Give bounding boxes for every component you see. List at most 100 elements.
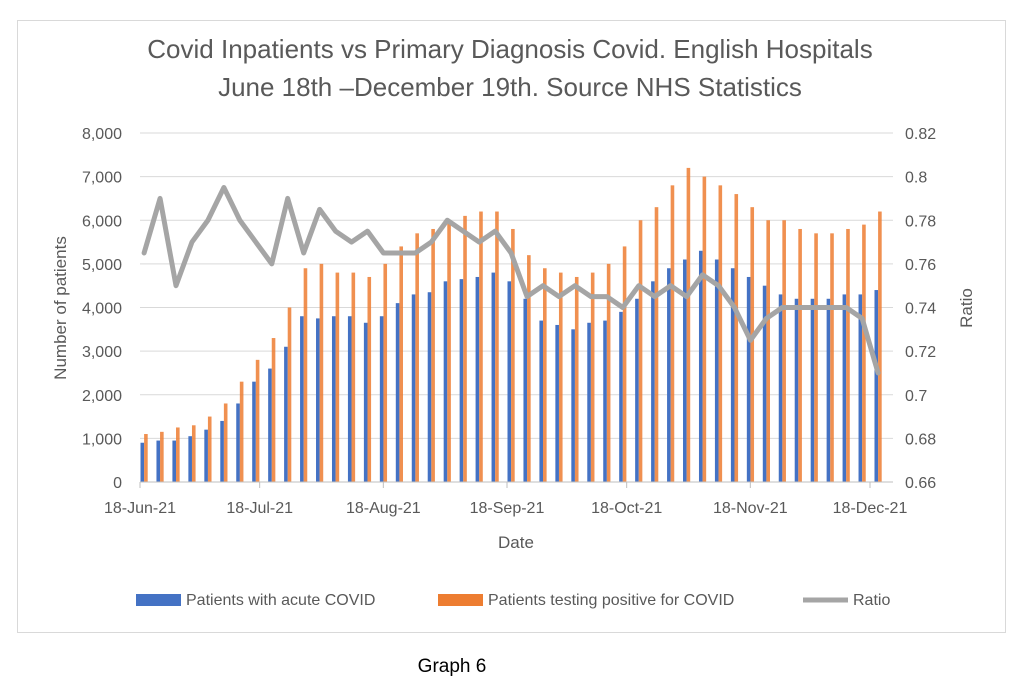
bars xyxy=(140,167,882,483)
y-tick-label: 4,000 xyxy=(82,301,122,318)
bar-acute xyxy=(714,259,719,482)
bar-acute xyxy=(252,381,256,482)
bar-acute xyxy=(475,276,480,482)
x-tick-label: 18-Nov-21 xyxy=(713,500,788,517)
legend: Patients with acute COVID Patients testi… xyxy=(136,592,890,609)
bar-positive xyxy=(558,272,563,482)
y2-tick-label: 0.7 xyxy=(905,388,927,405)
bar-acute xyxy=(778,294,783,482)
x-tick-label: 18-Sep-21 xyxy=(470,500,545,517)
bar-positive xyxy=(798,228,802,482)
bar-acute xyxy=(794,298,799,482)
legend-label-positive: Patients testing positive for COVID xyxy=(488,592,734,609)
bar-positive xyxy=(160,431,164,482)
y-tick-label: 6,000 xyxy=(82,213,122,230)
bar-positive xyxy=(782,220,786,482)
y-tick-label: 8,000 xyxy=(82,126,122,143)
bar-positive xyxy=(144,434,148,482)
x-axis: 18-Jun-21 18-Jul-21 18-Aug-21 18-Sep-21 18-O… xyxy=(104,481,908,517)
bar-positive xyxy=(511,228,515,482)
bar-positive xyxy=(622,246,627,482)
bar-acute xyxy=(507,281,512,482)
y2-tick-label: 0.78 xyxy=(905,213,936,230)
bar-acute xyxy=(555,324,559,482)
bar-positive xyxy=(718,185,723,482)
bar-positive xyxy=(431,228,435,482)
bar-positive xyxy=(830,233,834,482)
bar-positive xyxy=(367,276,372,482)
y2-tick-label: 0.72 xyxy=(905,344,936,361)
bar-positive xyxy=(287,307,292,482)
bar-positive xyxy=(654,207,659,482)
y2-tick-label: 0.74 xyxy=(905,301,936,318)
bar-acute xyxy=(204,429,208,482)
y2-tick-label: 0.8 xyxy=(905,170,927,187)
bar-positive xyxy=(766,220,770,482)
bar-acute xyxy=(300,316,304,482)
x-tick-label: 18-Dec-21 xyxy=(833,500,908,517)
graph-caption: Graph 6 xyxy=(417,656,487,677)
bar-positive xyxy=(479,211,483,482)
bar-acute xyxy=(762,285,767,482)
bar-acute xyxy=(874,290,879,482)
bar-acute xyxy=(316,318,320,482)
bar-acute xyxy=(347,316,352,482)
bar-positive xyxy=(319,263,324,482)
bar-acute xyxy=(284,346,288,482)
y-tick-label: 2,000 xyxy=(82,388,122,405)
bar-positive xyxy=(750,207,755,482)
bar-acute xyxy=(140,442,145,482)
bar-positive xyxy=(335,272,340,482)
bar-positive xyxy=(686,167,691,482)
bar-positive xyxy=(191,425,196,482)
ratio-line-group xyxy=(141,185,881,376)
bar-acute xyxy=(683,259,687,482)
bar-acute xyxy=(523,298,528,482)
legend-label-acute: Patients with acute COVID xyxy=(186,592,375,609)
bar-acute xyxy=(379,316,384,482)
bar-acute xyxy=(619,311,623,482)
ratio-line xyxy=(141,185,881,376)
x-tick-label: 18-Jul-21 xyxy=(226,500,293,517)
bar-positive xyxy=(670,185,675,482)
bar-acute xyxy=(459,279,464,482)
bar-acute xyxy=(810,298,815,482)
y2-tick-label: 0.76 xyxy=(905,257,936,274)
bar-acute xyxy=(587,322,591,482)
bar-positive xyxy=(638,220,643,482)
bar-positive xyxy=(862,224,866,483)
bar-acute xyxy=(395,303,400,482)
bar-positive xyxy=(351,272,356,482)
bar-positive xyxy=(606,263,611,482)
bar-acute xyxy=(363,322,368,482)
bar-acute xyxy=(571,329,575,482)
x-tick-label: 18-Jun-21 xyxy=(104,500,176,517)
bar-acute xyxy=(411,294,416,482)
bar-positive xyxy=(383,263,388,482)
bar-positive xyxy=(415,233,419,482)
bar-positive xyxy=(702,176,707,482)
bar-acute xyxy=(188,436,192,482)
bar-acute xyxy=(268,368,272,482)
bar-positive xyxy=(846,228,850,482)
bar-acute xyxy=(427,292,432,482)
legend-swatch-positive xyxy=(438,594,483,606)
y-axis-left: 0 1,000 2,000 3,000 4,000 5,000 6,000 7,000 8,00… xyxy=(82,126,122,492)
bar-acute xyxy=(746,276,751,482)
bar-positive xyxy=(495,211,499,482)
bar-positive xyxy=(527,255,531,482)
bar-acute xyxy=(842,294,847,482)
legend-swatch-acute xyxy=(136,594,181,606)
y2-axis-label: Ratio xyxy=(957,288,976,328)
y-tick-label: 0 xyxy=(113,475,122,492)
bar-positive xyxy=(176,427,180,482)
bar-positive xyxy=(271,338,276,482)
bar-positive xyxy=(814,233,818,482)
y-tick-label: 3,000 xyxy=(82,344,122,361)
bar-acute xyxy=(826,298,831,482)
bar-positive xyxy=(255,359,260,482)
y2-tick-label: 0.68 xyxy=(905,431,936,448)
y-tick-label: 7,000 xyxy=(82,170,122,187)
chart-title-line-1: Covid Inpatients vs Primary Diagnosis Co… xyxy=(147,34,872,64)
